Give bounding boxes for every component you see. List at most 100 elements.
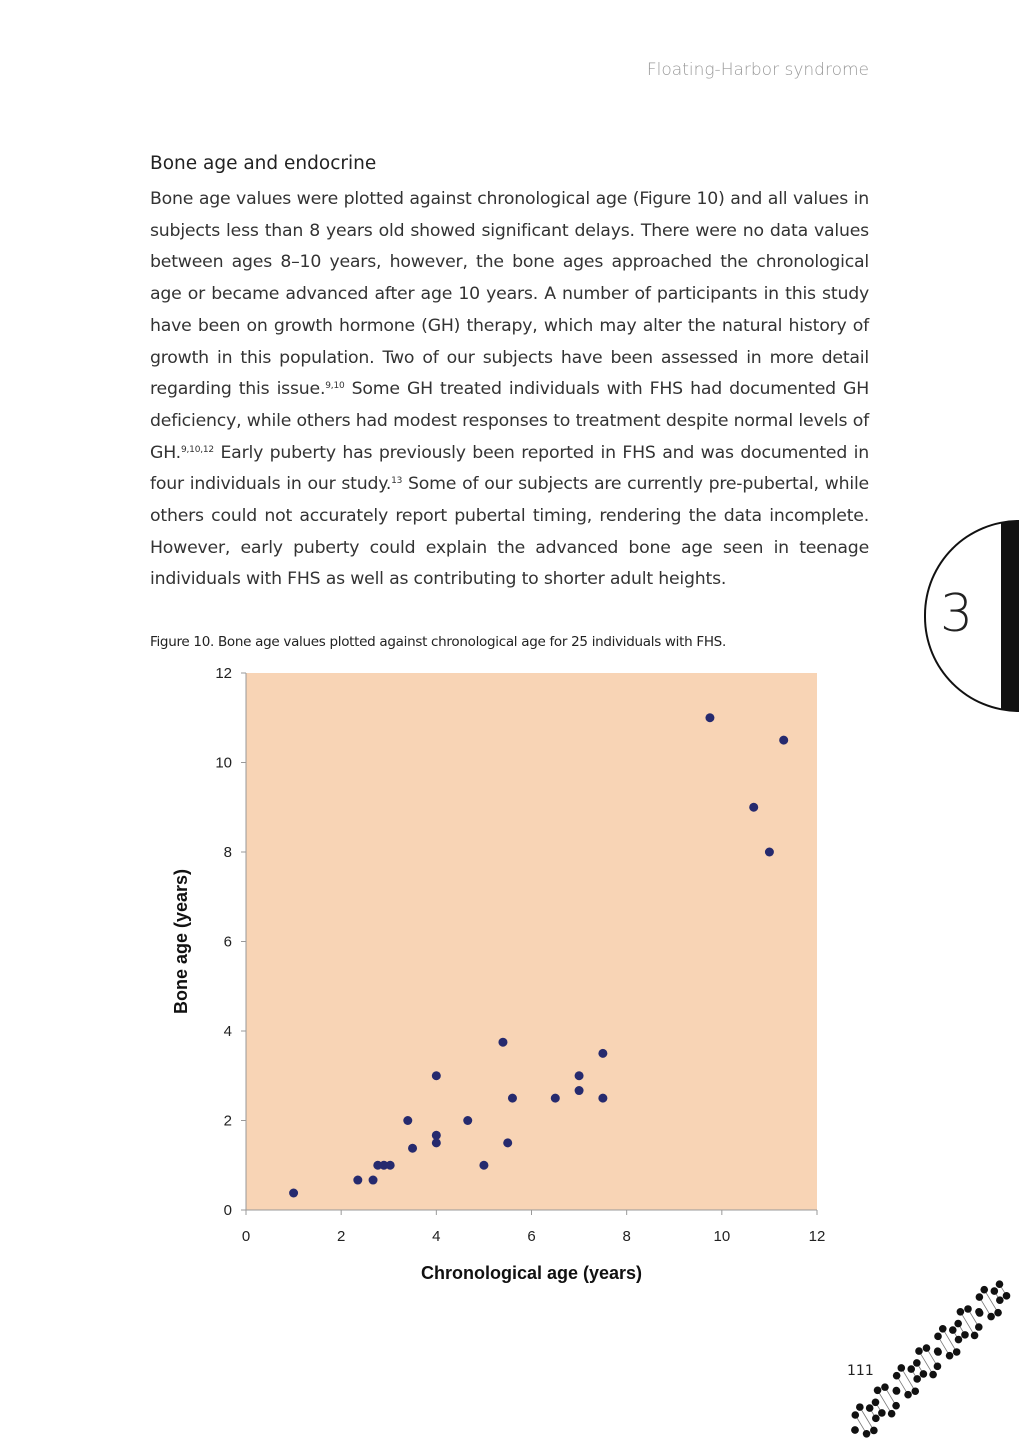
page-number: 111 [847,1363,874,1379]
data-point [764,847,774,857]
dna-node [975,1323,983,1331]
y-tick-label: 0 [224,1202,232,1219]
y-tick-label: 6 [224,934,232,951]
y-axis-label: Bone age (years) [171,869,191,1014]
paragraph-text: Some GH treated individuals with FHS had… [150,379,869,463]
dna-node [851,1426,859,1434]
dna-node [913,1375,921,1383]
dna-node [892,1387,901,1395]
x-tick-label: 12 [809,1228,826,1245]
dna-node [1002,1292,1011,1300]
dna-rung [983,1289,999,1313]
data-point [598,1093,608,1103]
dna-node [933,1362,942,1371]
data-point [431,1138,441,1148]
dna-node [913,1359,921,1367]
citation-superscript: 9,10 [325,381,345,392]
dna-node [934,1348,942,1356]
dna-node [904,1390,912,1399]
data-point [779,735,789,745]
dna-node [871,1398,880,1407]
x-tick-label: 4 [432,1228,440,1245]
data-point [705,713,715,723]
data-point [479,1160,489,1170]
dna-node [961,1331,969,1339]
dna-node [856,1403,864,1411]
dna-node [922,1344,931,1352]
data-point [550,1093,560,1103]
dna-node [851,1411,860,1419]
x-tick-label: 2 [337,1228,345,1245]
dna-node [952,1348,961,1356]
dna-node [980,1285,989,1294]
dna-rung [900,1367,916,1392]
dna-node [911,1387,920,1396]
data-point [403,1116,413,1125]
running-head: Floating-Harbor syndrome [646,60,869,80]
citation-superscript: 13 [391,476,403,487]
dna-node [996,1296,1004,1304]
data-point [507,1093,517,1103]
data-point [431,1071,441,1081]
data-point [463,1116,473,1125]
section-heading: Bone age and endocrine [150,153,377,174]
dna-node [954,1319,962,1328]
body-paragraph: Bone age values were plotted against chr… [150,184,869,596]
dna-node [975,1309,984,1317]
data-point [353,1175,363,1185]
dna-node [892,1371,901,1380]
dna-node [964,1305,972,1313]
x-tick-label: 8 [622,1228,630,1245]
data-point [574,1086,584,1096]
dna-node [990,1287,999,1295]
scatter-chart: 0 2 4 6 8 10 12 0 2 4 6 8 10 12 Chronological age (yea… [171,665,826,1283]
y-tick-label: 2 [224,1113,232,1130]
dna-node [907,1365,916,1373]
dna-node [929,1370,937,1379]
dna-rung [877,1390,892,1414]
dna-node [956,1307,965,1316]
dna-node [897,1364,906,1372]
x-axis-label: Chronological age (years) [421,1263,642,1283]
dna-node [887,1409,896,1418]
dna-node [994,1308,1002,1317]
y-tick-label: 4 [224,1023,232,1040]
dna-node [873,1386,882,1395]
data-point [408,1143,418,1153]
paragraph-text: Bone age values were plotted against chr… [150,189,869,400]
data-point [574,1071,584,1081]
dna-node [954,1335,963,1344]
dna-node [915,1347,923,1355]
data-point [598,1048,608,1058]
figure-caption: Figure 10. Bone age values plotted again… [150,634,726,650]
citation-superscript: 9,10,12 [180,444,214,455]
x-tick-label: 6 [527,1228,535,1245]
y-tick-label: 12 [215,665,232,682]
data-point [749,802,759,812]
paragraph-text: Some of our subjects are currently pre-p… [150,474,869,590]
chapter-number: 3 [940,584,974,644]
data-point [431,1130,441,1140]
data-point [503,1138,513,1148]
dna-node [995,1280,1004,1288]
dna-node [872,1414,880,1423]
data-point [289,1188,299,1198]
data-point [373,1160,383,1170]
dna-node [938,1325,947,1333]
dna-node [870,1426,878,1435]
dna-node [934,1332,942,1341]
dna-node [948,1326,957,1334]
dna-node [945,1351,954,1360]
dna-rung [960,1311,975,1336]
dna-node [975,1293,984,1301]
data-point [498,1037,508,1047]
data-point [385,1160,395,1170]
data-point [379,1160,389,1170]
dna-node [878,1409,886,1417]
dna-node [892,1401,900,1410]
chapter-tab-bar [1001,522,1019,710]
x-tick-label: 0 [242,1228,250,1245]
dna-rung [859,1406,875,1431]
y-tick-label: 10 [215,755,232,772]
